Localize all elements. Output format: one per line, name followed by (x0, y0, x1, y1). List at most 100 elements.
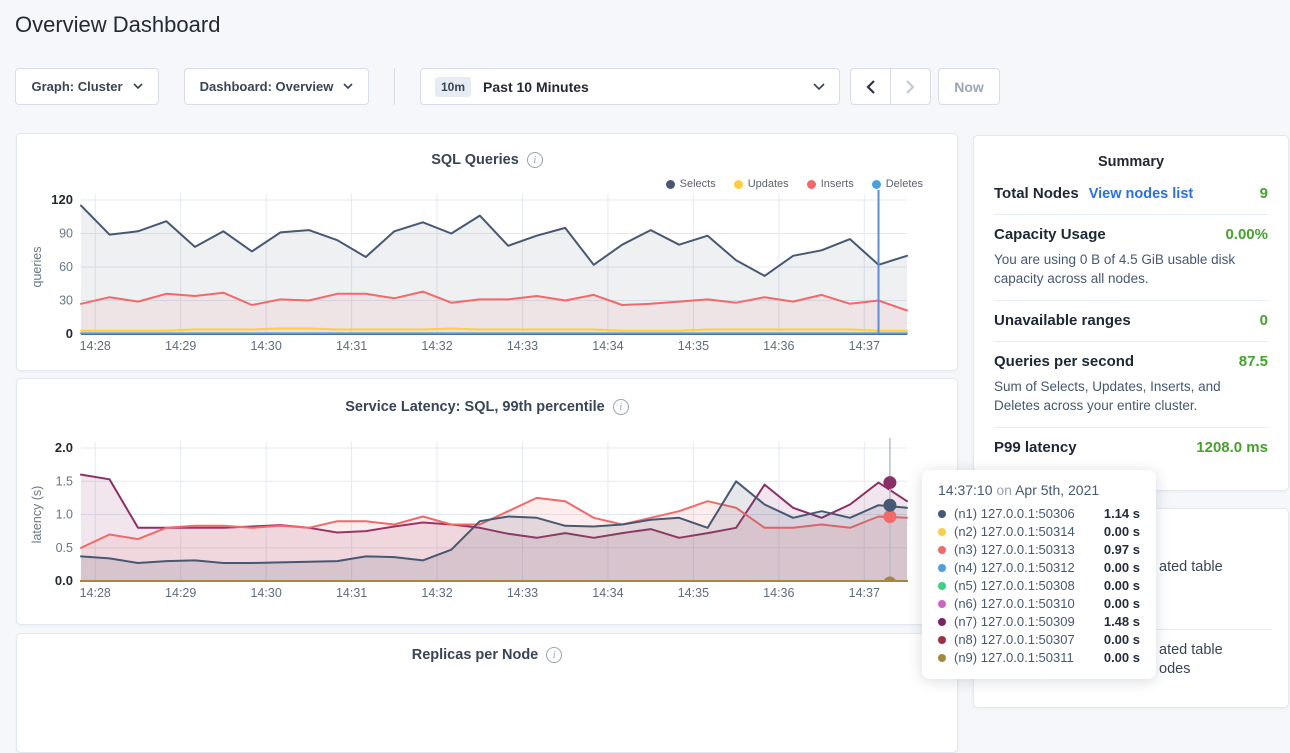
graph-dropdown-label: Graph: Cluster (31, 79, 122, 94)
time-range-picker[interactable]: 10m Past 10 Minutes (420, 68, 840, 105)
chevron-right-icon (906, 80, 915, 94)
replicas-per-node-card: Replicas per Node i (16, 633, 958, 753)
tooltip-node-row: (n6) 127.0.0.1:50310 0.00 s (938, 595, 1140, 613)
svg-text:14:32: 14:32 (421, 586, 452, 600)
svg-text:0.0: 0.0 (55, 573, 73, 588)
node-latency-value: 1.48 s (1104, 613, 1140, 631)
summary-value: 0.00% (1225, 226, 1268, 243)
toolbar-divider (394, 68, 395, 105)
svg-text:14:33: 14:33 (507, 586, 538, 600)
summary-title: Summary (994, 154, 1268, 170)
svg-text:14:30: 14:30 (250, 339, 281, 353)
node-latency-value: 0.00 s (1104, 577, 1140, 595)
summary-description: You are using 0 B of 4.5 GiB usable disk… (994, 250, 1268, 288)
next-range-button[interactable] (891, 69, 930, 104)
sql-queries-chart[interactable]: 14:2814:2914:3014:3114:3214:3314:3414:35… (17, 187, 959, 362)
summary-panel: Summary Total Nodes View nodes list 9 Ca… (973, 135, 1289, 491)
node-color-dot-icon (938, 510, 946, 518)
now-button[interactable]: Now (938, 68, 1000, 105)
summary-row-total-nodes: Total Nodes View nodes list 9 (994, 174, 1268, 215)
svg-text:14:34: 14:34 (592, 339, 623, 353)
tooltip-node-row: (n8) 127.0.0.1:503070.00 s (938, 631, 1140, 649)
svg-text:90: 90 (59, 227, 73, 241)
node-latency-value: 0.00 s (1104, 595, 1140, 613)
info-icon[interactable]: i (527, 152, 543, 168)
tooltip-time: 14:37:10 (938, 482, 993, 498)
svg-text:14:36: 14:36 (763, 586, 794, 600)
tooltip-on: on (996, 482, 1012, 498)
dashboard-dropdown-label: Dashboard: Overview (200, 79, 334, 94)
dashboard-dropdown[interactable]: Dashboard: Overview (184, 68, 369, 105)
chevron-down-icon (813, 83, 825, 91)
service-latency-card: Service Latency: SQL, 99th percentile i … (16, 378, 958, 625)
svg-text:latency (s): latency (s) (30, 486, 44, 544)
chevron-down-icon (343, 83, 353, 90)
node-color-dot-icon (938, 618, 946, 626)
info-icon[interactable]: i (546, 647, 562, 663)
chart-title: Replicas per Node (412, 647, 539, 663)
node-address: (n4) 127.0.0.1:50312 (954, 559, 1075, 577)
time-window-badge: 10m (435, 77, 471, 97)
node-color-dot-icon (938, 600, 946, 608)
tooltip-node-row: (n3) 127.0.0.1:50313 0.97 s (938, 541, 1140, 559)
svg-text:14:28: 14:28 (80, 586, 111, 600)
node-address: (n3) 127.0.0.1:50313 (954, 541, 1075, 559)
tooltip-timestamp: 14:37:10 on Apr 5th, 2021 (938, 482, 1140, 498)
info-icon[interactable]: i (613, 399, 629, 415)
prev-range-button[interactable] (851, 69, 891, 104)
svg-text:14:31: 14:31 (336, 586, 367, 600)
summary-label: Unavailable ranges (994, 312, 1131, 329)
svg-text:120: 120 (51, 192, 73, 207)
summary-value: 9 (1260, 185, 1268, 202)
service-latency-chart[interactable]: 14:2814:2914:3014:3114:3214:3314:3414:35… (17, 433, 959, 611)
view-nodes-list-link[interactable]: View nodes list (1089, 186, 1194, 202)
svg-text:14:37: 14:37 (849, 586, 880, 600)
replicas-title-row: Replicas per Node i (17, 647, 957, 663)
svg-text:14:32: 14:32 (421, 339, 452, 353)
node-color-dot-icon (938, 582, 946, 590)
svg-text:14:29: 14:29 (165, 586, 196, 600)
node-address: (n6) 127.0.0.1:50310 (954, 595, 1075, 613)
time-window-label: Past 10 Minutes (483, 79, 589, 95)
svg-text:0: 0 (66, 326, 73, 341)
svg-text:14:34: 14:34 (592, 586, 623, 600)
sql-queries-card: SQL Queries i SelectsUpdatesInsertsDelet… (16, 133, 958, 371)
svg-text:queries: queries (30, 247, 44, 288)
node-address: (n8) 127.0.0.1:50307 (954, 631, 1075, 649)
event-text-fragment: ated table (1159, 559, 1223, 575)
node-latency-value: 1.14 s (1104, 505, 1140, 523)
summary-label: P99 latency (994, 439, 1077, 456)
node-address: (n5) 127.0.0.1:50308 (954, 577, 1075, 595)
summary-description: Sum of Selects, Updates, Inserts, and De… (994, 377, 1268, 415)
node-color-dot-icon (938, 564, 946, 572)
node-latency-value: 0.00 s (1104, 523, 1140, 541)
node-address: (n9) 127.0.0.1:50311 (954, 649, 1074, 667)
node-address: (n7) 127.0.0.1:50309 (954, 613, 1075, 631)
svg-text:2.0: 2.0 (55, 440, 73, 455)
chart-title: Service Latency: SQL, 99th percentile (345, 399, 605, 415)
chevron-left-icon (866, 80, 875, 94)
svg-text:14:36: 14:36 (763, 339, 794, 353)
node-latency-value: 0.00 s (1104, 649, 1140, 667)
summary-row-p99: P99 latency 1208.0 ms (994, 428, 1268, 468)
node-latency-value: 0.97 s (1104, 541, 1140, 559)
node-color-dot-icon (938, 654, 946, 662)
tooltip-node-row: (n1) 127.0.0.1:503061.14 s (938, 505, 1140, 523)
time-range-pager (850, 68, 931, 105)
node-color-dot-icon (938, 528, 946, 536)
tooltip-node-rows: (n1) 127.0.0.1:503061.14 s(n2) 127.0.0.1… (938, 505, 1140, 667)
svg-text:14:35: 14:35 (678, 586, 709, 600)
summary-label: Queries per second (994, 353, 1134, 370)
chart-hover-tooltip: 14:37:10 on Apr 5th, 2021 (n1) 127.0.0.1… (922, 470, 1156, 679)
svg-text:14:33: 14:33 (507, 339, 538, 353)
tooltip-node-row: (n4) 127.0.0.1:503120.00 s (938, 559, 1140, 577)
summary-value: 1208.0 ms (1196, 439, 1268, 456)
svg-text:0.5: 0.5 (56, 541, 73, 555)
tooltip-node-row: (n5) 127.0.0.1:50308 0.00 s (938, 577, 1140, 595)
summary-row-capacity: Capacity Usage 0.00% You are using 0 B o… (994, 215, 1268, 301)
service-latency-title-row: Service Latency: SQL, 99th percentile i (17, 399, 957, 415)
summary-label: Total Nodes (994, 185, 1079, 202)
svg-text:14:35: 14:35 (678, 339, 709, 353)
svg-text:1.5: 1.5 (56, 474, 73, 488)
graph-dropdown[interactable]: Graph: Cluster (15, 68, 159, 105)
